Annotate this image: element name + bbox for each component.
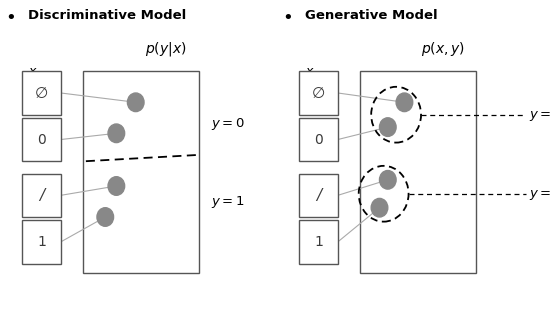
Text: $y = 0$: $y = 0$ — [529, 107, 554, 123]
Text: •: • — [6, 9, 16, 27]
Text: /: / — [39, 188, 44, 203]
Text: $p(y|x)$: $p(y|x)$ — [145, 40, 187, 58]
Text: $\emptyset$: $\emptyset$ — [34, 86, 49, 100]
Bar — [299, 220, 338, 264]
Text: Generative Model: Generative Model — [305, 9, 437, 22]
Text: Discriminative Model: Discriminative Model — [28, 9, 186, 22]
Text: $y = 1$: $y = 1$ — [211, 193, 244, 210]
Bar — [299, 118, 338, 161]
Circle shape — [97, 208, 114, 226]
Bar — [22, 71, 61, 115]
Text: $0$: $0$ — [314, 132, 324, 147]
Text: $x$: $x$ — [28, 65, 38, 78]
Circle shape — [371, 198, 388, 217]
Text: $1$: $1$ — [314, 235, 324, 249]
Circle shape — [396, 93, 413, 112]
Text: /: / — [316, 188, 321, 203]
Bar — [22, 118, 61, 161]
Text: $0$: $0$ — [37, 132, 47, 147]
Text: $y = 0$: $y = 0$ — [211, 116, 244, 132]
Text: $x$: $x$ — [305, 65, 315, 78]
Bar — [83, 71, 199, 273]
Bar — [22, 220, 61, 264]
Bar — [299, 71, 338, 115]
Text: $y = 1$: $y = 1$ — [529, 186, 554, 202]
Text: $1$: $1$ — [37, 235, 47, 249]
Circle shape — [379, 170, 396, 189]
Bar — [360, 71, 476, 273]
Text: $\emptyset$: $\emptyset$ — [311, 86, 326, 100]
Circle shape — [127, 93, 144, 112]
Text: •: • — [283, 9, 293, 27]
Bar — [299, 174, 338, 217]
Circle shape — [379, 118, 396, 136]
Circle shape — [108, 177, 125, 195]
Text: $p(x, y)$: $p(x, y)$ — [421, 40, 465, 58]
Bar — [22, 174, 61, 217]
Circle shape — [108, 124, 125, 143]
